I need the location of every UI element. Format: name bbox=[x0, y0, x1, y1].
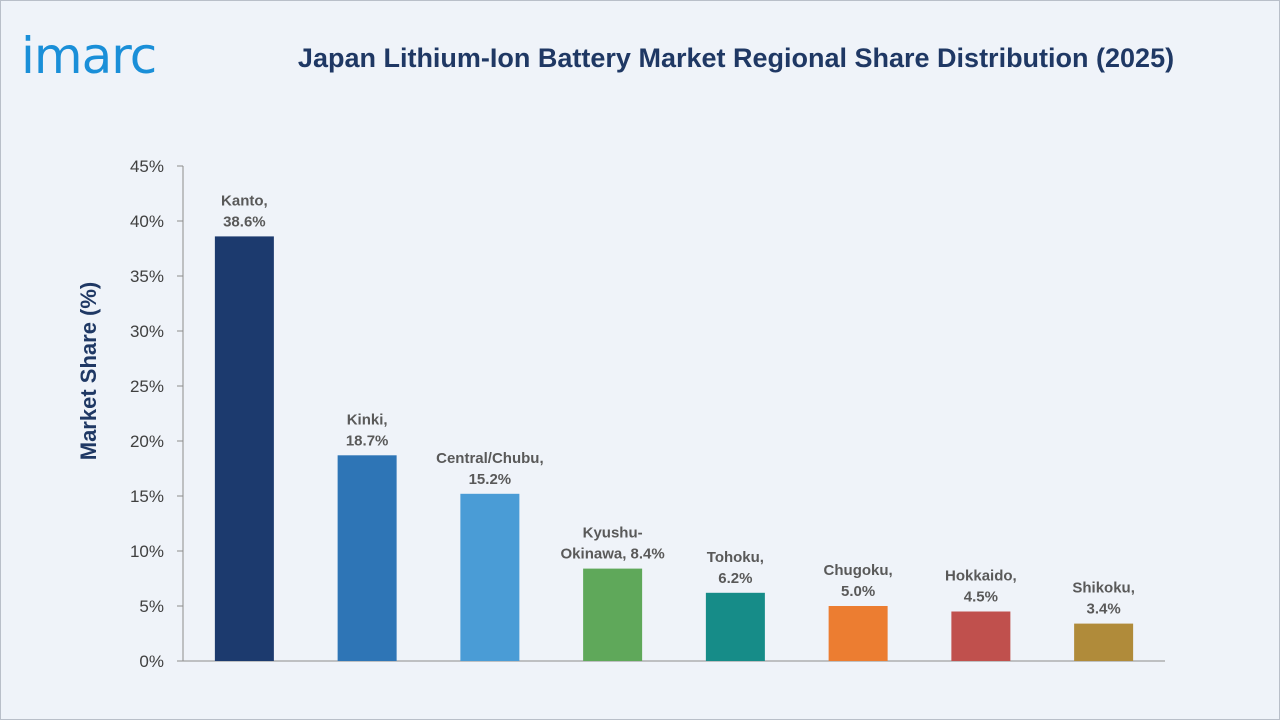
data-label: Shikoku, 3.4% bbox=[1072, 580, 1135, 618]
data-label: Kinki, 18.7% bbox=[346, 411, 389, 449]
bar-shikoku bbox=[1074, 623, 1134, 661]
y-axis-title: Market Share (%) bbox=[76, 282, 101, 461]
chart-title: Japan Lithium-Ion Battery Market Regiona… bbox=[297, 43, 1175, 73]
bar-kyushu-okinawa bbox=[583, 568, 643, 661]
data-label: Kanto, 38.6% bbox=[221, 192, 268, 230]
data-label: Tohoku, 6.2% bbox=[707, 549, 764, 587]
y-tick-label: 5% bbox=[139, 597, 164, 616]
bar-chugoku bbox=[828, 606, 888, 661]
y-tick-label: 45% bbox=[130, 157, 164, 176]
y-tick-label: 25% bbox=[130, 377, 164, 396]
bar-central-chubu bbox=[460, 493, 520, 661]
imarc-logo: imarc bbox=[21, 27, 157, 85]
y-tick-label: 0% bbox=[139, 652, 164, 671]
y-tick-label: 40% bbox=[130, 212, 164, 231]
data-label: Chugoku, 5.0% bbox=[824, 562, 893, 600]
bar-kinki bbox=[337, 455, 397, 661]
y-tick-label: 20% bbox=[130, 432, 164, 451]
bar-kanto bbox=[214, 236, 274, 661]
data-labels: Kanto, 38.6% Kinki, 18.7% Central/Chubu, 15.2… bbox=[221, 192, 1135, 617]
axes: 0% 5% 10% 15% 20% 25% 30% 35% 40% 45% bbox=[130, 157, 1165, 671]
data-label: Hokkaido, 4.5% bbox=[945, 568, 1017, 606]
y-tick-label: 30% bbox=[130, 322, 164, 341]
y-tick-label: 35% bbox=[130, 267, 164, 286]
bars bbox=[214, 236, 1134, 661]
data-label: Kyushu-Okinawa, 8.4% bbox=[561, 525, 665, 563]
bar-hokkaido bbox=[951, 611, 1011, 661]
bar-tohoku bbox=[705, 592, 765, 661]
y-tick-label: 10% bbox=[130, 542, 164, 561]
data-label: Central/Chubu, 15.2% bbox=[436, 450, 544, 488]
y-tick-label: 15% bbox=[130, 487, 164, 506]
